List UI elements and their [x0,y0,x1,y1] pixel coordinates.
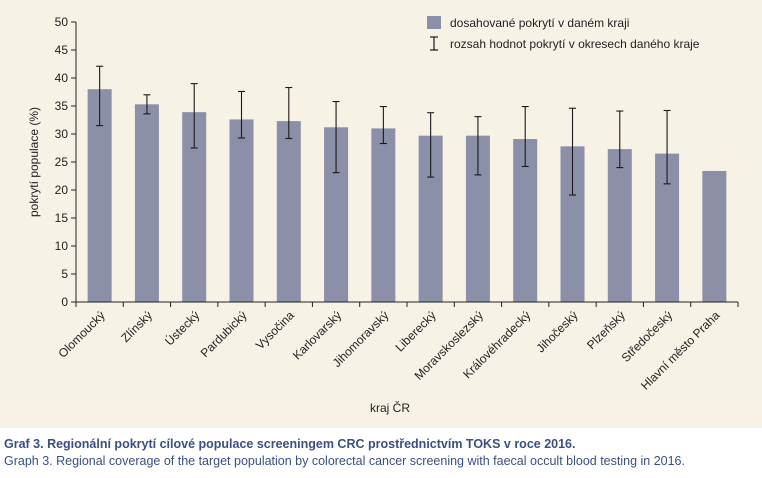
y-tick-label: 40 [55,71,69,85]
y-tick-label: 30 [55,127,69,141]
y-tick-label: 15 [55,211,69,225]
y-tick-label: 25 [55,155,69,169]
error-bar-series [96,65,671,196]
bar [702,170,727,302]
y-tick-label: 10 [55,239,69,253]
error-bar [427,112,435,178]
x-tick-label: Plzeňský [584,308,628,352]
error-bar [379,106,387,145]
error-bar [569,107,576,196]
legend-bar-label: dosahované pokrytí v daném kraji [450,16,629,30]
y-tick-label: 20 [55,183,69,197]
legend-error-label: rozsah hodnot pokrytí v okresech daného … [450,37,700,51]
x-tick-label: Pardubický [198,308,250,360]
bar [134,104,159,302]
bar [276,121,301,303]
legend-bar-swatch [427,16,441,29]
legend: dosahované pokrytí v daném kraji rozsah … [427,16,700,51]
y-tick-label: 45 [55,43,69,57]
x-tick-label: Zlínský [118,308,155,345]
bar [607,149,632,302]
x-axis-title: kraj ČR [370,400,410,415]
y-axis-title: pokrytí populace (%) [27,107,41,217]
error-bar [285,86,293,140]
legend-error-icon [430,36,438,51]
error-bar [96,65,104,127]
bar-series [87,89,727,303]
error-bar [521,106,529,168]
y-tick-label: 5 [61,267,68,281]
y-tick-label: 50 [55,15,69,29]
caption-english: Graph 3. Regional coverage of the target… [4,454,685,468]
y-tick-label: 0 [61,295,68,309]
error-bar [190,83,198,149]
x-tick-label: Liberecký [393,308,439,354]
x-tick-label: Jihočeský [533,308,580,355]
y-tick-label: 35 [55,99,69,113]
error-bar [238,90,245,139]
error-bar [332,100,340,174]
caption-czech: Graf 3. Regionální pokrytí cílové popula… [4,437,576,451]
chart-panel: 0 5 10 15 20 25 30 35 40 45 50 Olomoucký Zlínský Úst… [0,0,762,428]
error-bar [474,116,482,176]
x-tick-label: Vysočina [253,308,297,352]
error-bar [616,110,624,169]
bar [229,119,254,302]
x-tick-label: Olomoucký [55,308,107,360]
bar [371,128,396,302]
bar-chart: 0 5 10 15 20 25 30 35 40 45 50 Olomoucký Zlínský Úst… [27,15,739,415]
x-tick-label: Hlavní město Praha [638,308,723,393]
x-tick-label: Ústecký [162,308,203,349]
error-bar [143,94,151,115]
error-bar [663,109,671,185]
y-axis: 0 5 10 15 20 25 30 35 40 45 50 [55,15,77,309]
figure-caption: Graf 3. Regionální pokrytí cílové popula… [4,436,760,470]
